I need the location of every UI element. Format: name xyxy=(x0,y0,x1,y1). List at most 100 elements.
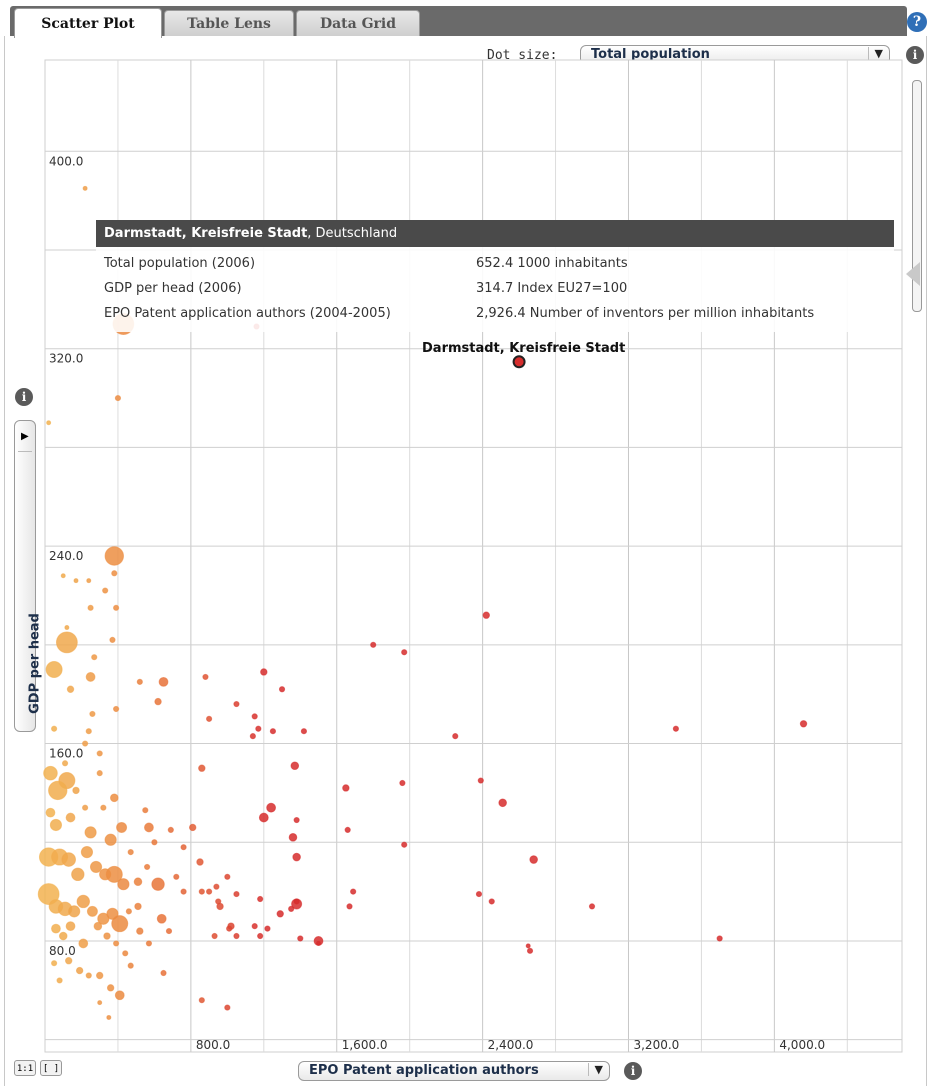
data-point xyxy=(127,849,134,856)
dot-size-value: Total population xyxy=(591,47,710,62)
tooltip-row-value: 2,926.4 Number of inventors per million … xyxy=(476,306,815,321)
data-point xyxy=(145,940,153,947)
data-point xyxy=(288,833,298,842)
data-point xyxy=(65,956,73,965)
tab-table-lens[interactable]: Table Lens xyxy=(164,10,294,36)
dot-size-label: Dot size: xyxy=(487,48,558,63)
y-axis-select[interactable]: ▶ GDP per head xyxy=(14,420,43,732)
data-point xyxy=(65,921,76,932)
data-point xyxy=(350,888,357,895)
data-point xyxy=(344,826,351,834)
tab-scatter-plot[interactable]: Scatter Plot xyxy=(14,8,162,38)
data-point xyxy=(46,420,52,426)
data-point xyxy=(51,725,58,732)
tooltip-row-label: Total population (2006) xyxy=(104,256,256,271)
data-point xyxy=(65,812,76,823)
data-point xyxy=(134,902,142,911)
data-point xyxy=(160,969,167,977)
y-axis-info-icon[interactable]: i xyxy=(15,388,33,406)
data-point xyxy=(85,972,92,979)
dot-size-info-icon[interactable]: i xyxy=(906,46,924,64)
data-point xyxy=(316,940,322,946)
x-tick-label: 800.0 xyxy=(196,1038,230,1052)
data-point xyxy=(346,903,353,910)
caret-right-icon: ▶ xyxy=(21,431,29,442)
x-tick-label: 3,200.0 xyxy=(633,1038,679,1052)
tooltip-row-value: 652.4 1000 inhabitants xyxy=(476,256,628,271)
data-point xyxy=(278,686,286,693)
data-point xyxy=(401,841,408,848)
data-point xyxy=(114,990,125,1001)
data-point xyxy=(64,625,70,631)
tab-data-grid[interactable]: Data Grid xyxy=(296,10,420,36)
size-slider-track[interactable] xyxy=(912,80,922,312)
data-point xyxy=(452,733,459,740)
data-point xyxy=(529,855,538,864)
data-point xyxy=(104,833,117,846)
data-point xyxy=(342,784,350,792)
data-point xyxy=(48,780,68,801)
zoom-fit-button[interactable]: [ ] xyxy=(40,1060,62,1076)
data-point xyxy=(61,852,77,867)
data-point xyxy=(525,943,531,949)
data-point xyxy=(293,816,300,824)
data-point xyxy=(475,890,483,898)
data-point xyxy=(206,888,213,895)
data-point xyxy=(71,867,85,882)
data-point xyxy=(97,1000,103,1006)
data-point xyxy=(251,923,258,930)
data-point xyxy=(66,685,75,693)
data-point xyxy=(55,631,78,654)
data-point xyxy=(799,720,808,728)
tooltip-country: , Deutschland xyxy=(307,226,398,241)
data-point xyxy=(75,966,84,975)
data-point xyxy=(96,971,104,980)
x-axis-info-icon[interactable]: i xyxy=(624,1062,642,1080)
data-point xyxy=(103,932,111,940)
x-tick-label: 1,600.0 xyxy=(342,1038,388,1052)
x-axis-select[interactable]: EPO Patent application authors ▼ xyxy=(298,1061,610,1081)
data-point xyxy=(87,604,94,611)
data-point xyxy=(109,636,116,644)
data-point xyxy=(180,888,187,895)
data-point xyxy=(89,860,103,874)
plot-area xyxy=(44,59,903,1053)
data-point xyxy=(526,947,534,954)
data-point xyxy=(300,728,308,735)
data-point xyxy=(122,950,129,957)
data-point xyxy=(144,863,151,871)
zoom-1to1-button[interactable]: 1:1 xyxy=(14,1060,36,1076)
data-point xyxy=(233,700,240,708)
y-tick-label: 320.0 xyxy=(49,352,83,366)
data-point xyxy=(180,844,187,851)
tooltip-header: Darmstadt, Kreisfreie Stadt, Deutschland xyxy=(96,220,894,247)
x-tick-label: 4,000.0 xyxy=(779,1038,825,1052)
divider xyxy=(18,451,32,452)
data-point xyxy=(68,905,81,918)
data-point xyxy=(477,777,484,784)
data-point xyxy=(158,676,169,687)
data-point xyxy=(49,818,63,832)
data-point xyxy=(198,764,206,772)
data-point xyxy=(85,672,96,682)
data-point xyxy=(86,905,98,917)
data-point xyxy=(290,761,300,771)
data-point xyxy=(211,932,218,940)
data-point xyxy=(401,649,408,656)
data-point xyxy=(151,877,165,891)
data-point xyxy=(100,804,107,811)
data-point xyxy=(43,765,58,781)
data-point xyxy=(173,873,180,880)
x-tick-label: 2,400.0 xyxy=(488,1038,534,1052)
data-point xyxy=(125,908,132,915)
size-slider-handle[interactable] xyxy=(906,262,920,286)
data-point xyxy=(84,826,97,839)
tooltip-row-value: 314.7 Index EU27=100 xyxy=(476,281,628,296)
data-point xyxy=(156,913,167,924)
chevron-down-icon: ▼ xyxy=(587,1063,603,1076)
data-point xyxy=(151,839,158,846)
x-axis-label: EPO Patent application authors xyxy=(309,1063,539,1078)
data-point xyxy=(288,905,295,912)
help-icon[interactable]: ? xyxy=(907,12,927,32)
